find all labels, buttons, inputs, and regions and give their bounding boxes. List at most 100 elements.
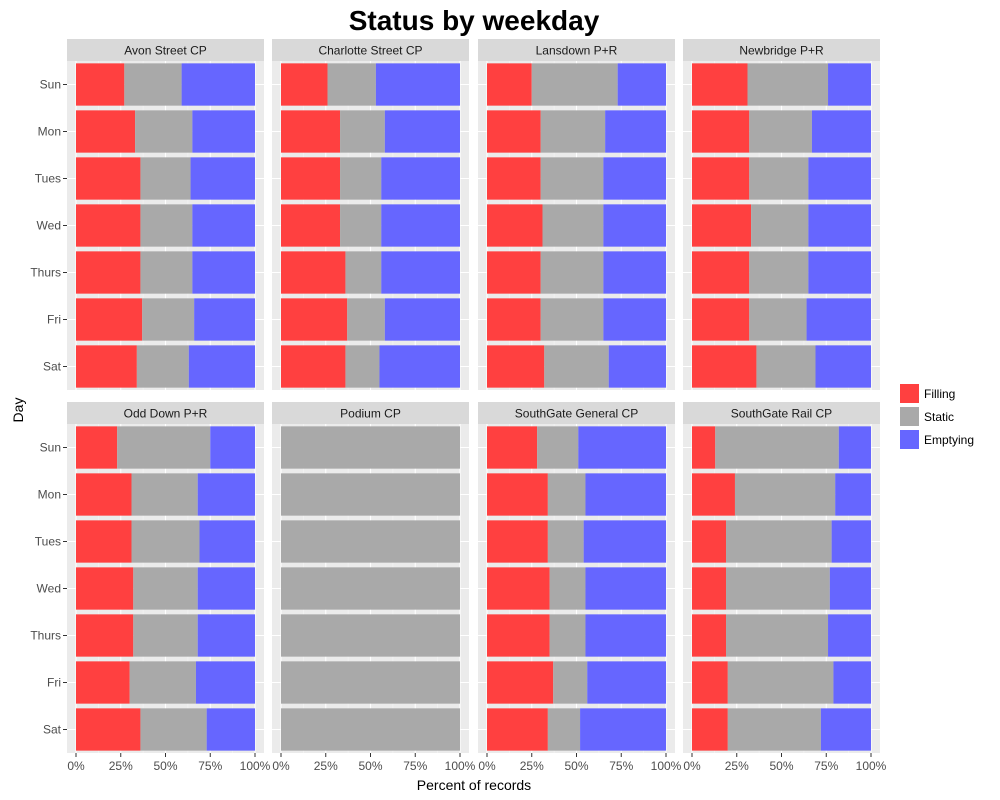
bar-static-sat xyxy=(544,345,609,388)
bar-emptying-wed xyxy=(829,567,871,610)
bar-emptying-thurs xyxy=(585,614,666,657)
x-tick-label: 0% xyxy=(272,759,290,773)
bar-emptying-mon xyxy=(192,110,255,153)
bar-static-wed xyxy=(340,204,382,247)
bar-filling-mon xyxy=(692,473,735,516)
bar-filling-mon xyxy=(487,473,548,516)
y-tick-label: Wed xyxy=(37,582,61,596)
bar-static-mon xyxy=(131,473,198,516)
bar-static-tues xyxy=(749,157,809,200)
bar-static-thurs xyxy=(726,614,829,657)
bar-emptying-thurs xyxy=(381,251,460,294)
bar-static-thurs xyxy=(540,251,604,294)
bar-filling-wed xyxy=(487,567,550,610)
y-tick-label: Tues xyxy=(35,172,61,186)
bar-emptying-sat xyxy=(820,708,871,751)
bar-filling-thurs xyxy=(692,251,750,294)
x-tick-label: 50% xyxy=(564,759,588,773)
bar-emptying-mon xyxy=(197,473,255,516)
bar-emptying-tues xyxy=(190,157,255,200)
y-tick-label: Sat xyxy=(43,723,62,737)
bar-emptying-wed xyxy=(603,204,666,247)
facet-strip xyxy=(478,402,675,424)
bar-static-wed xyxy=(549,567,586,610)
x-tick-label: 75% xyxy=(403,759,427,773)
bar-emptying-thurs xyxy=(197,614,255,657)
bar-emptying-wed xyxy=(381,204,460,247)
y-axis-title: Day xyxy=(10,398,26,423)
bar-static-sat xyxy=(547,708,581,751)
bar-filling-wed xyxy=(76,204,141,247)
bar-emptying-sun xyxy=(828,63,871,106)
y-tick-label: Fri xyxy=(47,313,61,327)
bar-static-thurs xyxy=(133,614,198,657)
bar-static-mon xyxy=(547,473,586,516)
bar-emptying-tues xyxy=(583,520,666,563)
facet-strip-label: Avon Street CP xyxy=(124,44,207,58)
legend-label: Filling xyxy=(924,387,955,401)
bar-emptying-sat xyxy=(206,708,255,751)
bar-emptying-sat xyxy=(188,345,255,388)
bar-emptying-wed xyxy=(197,567,255,610)
bar-filling-tues xyxy=(487,157,541,200)
facet-strip-label: Newbridge P+R xyxy=(739,44,824,58)
facet-strip xyxy=(67,39,264,61)
bar-emptying-thurs xyxy=(603,251,666,294)
facet-strip xyxy=(683,402,880,424)
bar-emptying-tues xyxy=(831,520,871,563)
bar-emptying-sun xyxy=(375,63,460,106)
legend-item-filling: Filling xyxy=(900,384,955,403)
facet-strip-label: Lansdown P+R xyxy=(536,44,618,58)
bar-filling-sat xyxy=(487,708,548,751)
bar-filling-thurs xyxy=(281,251,346,294)
bar-emptying-fri xyxy=(806,298,871,341)
bar-static-sun xyxy=(537,426,579,469)
bar-filling-thurs xyxy=(76,251,141,294)
bar-static-tues xyxy=(726,520,832,563)
bar-filling-thurs xyxy=(487,614,550,657)
bar-emptying-fri xyxy=(603,298,666,341)
bar-static-wed xyxy=(751,204,809,247)
bar-emptying-sun xyxy=(617,63,666,106)
bar-emptying-sat xyxy=(608,345,666,388)
bar-filling-sun xyxy=(76,426,118,469)
bar-filling-thurs xyxy=(487,251,541,294)
x-axis-title: Percent of records xyxy=(417,777,531,793)
bar-filling-sat xyxy=(692,345,757,388)
bar-filling-fri xyxy=(76,661,130,704)
y-tick-label: Wed xyxy=(37,219,61,233)
bar-static-wed xyxy=(726,567,830,610)
y-tick-label: Thurs xyxy=(30,629,61,643)
bar-emptying-mon xyxy=(605,110,666,153)
bar-emptying-fri xyxy=(195,661,255,704)
x-tick-label: 75% xyxy=(814,759,838,773)
bar-emptying-mon xyxy=(585,473,666,516)
x-tick-label: 25% xyxy=(109,759,133,773)
bar-static-wed xyxy=(542,204,604,247)
bar-static-mon xyxy=(281,473,460,516)
bar-static-sun xyxy=(117,426,211,469)
bar-static-wed xyxy=(140,204,193,247)
x-tick-label: 25% xyxy=(314,759,338,773)
facet-charlotte-street-cp: Charlotte Street CP xyxy=(272,39,469,390)
bar-emptying-tues xyxy=(199,520,255,563)
bar-filling-mon xyxy=(487,110,541,153)
bar-filling-sat xyxy=(487,345,545,388)
bar-filling-fri xyxy=(76,298,143,341)
x-tick-label: 50% xyxy=(769,759,793,773)
facet-strip xyxy=(272,39,469,61)
bar-static-mon xyxy=(540,110,606,153)
x-tick-label: 100% xyxy=(445,759,476,773)
facet-lansdown-p-r: Lansdown P+R xyxy=(478,39,675,390)
bar-filling-sat xyxy=(281,345,346,388)
bar-filling-thurs xyxy=(76,614,134,657)
bar-emptying-wed xyxy=(808,204,871,247)
bar-emptying-sun xyxy=(181,63,255,106)
facet-podium-cp: Podium CP 0% 25% 50% 75% 100% xyxy=(272,402,476,773)
y-tick-label: Fri xyxy=(47,676,61,690)
bar-filling-sun xyxy=(692,426,716,469)
bar-static-sun xyxy=(747,63,829,106)
bar-static-sun xyxy=(715,426,839,469)
bar-emptying-wed xyxy=(192,204,255,247)
bar-filling-sun xyxy=(487,426,538,469)
